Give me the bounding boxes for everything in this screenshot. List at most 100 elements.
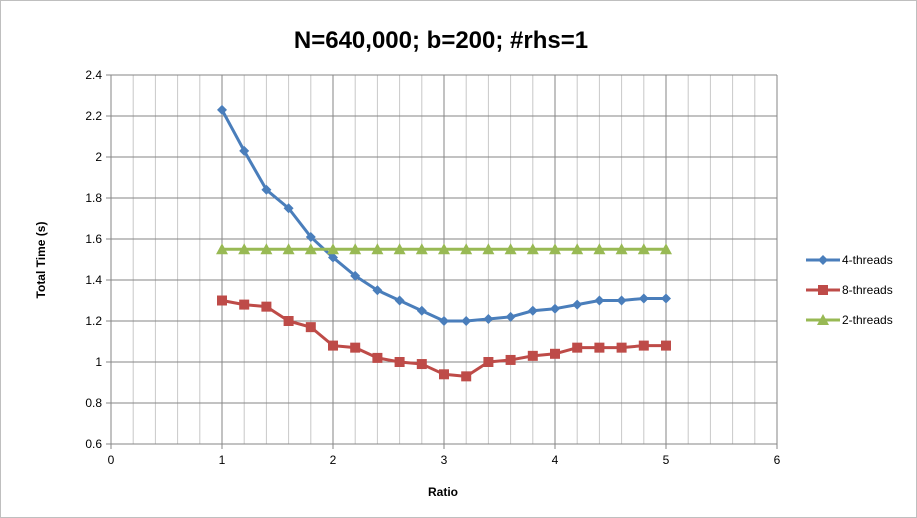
data-point [483, 313, 494, 324]
legend-item: 8-threads [806, 283, 893, 297]
data-point [304, 243, 317, 255]
data-point [239, 299, 250, 310]
data-point [616, 342, 627, 353]
legend: 4-threads 8-threads 2-threads [806, 253, 893, 327]
series-4-threads [217, 104, 671, 326]
data-point [461, 371, 472, 382]
data-point [283, 316, 294, 326]
data-point [549, 243, 561, 255]
data-point [238, 243, 251, 255]
data-point [438, 243, 450, 255]
y-tick-label: 1.6 [85, 232, 102, 246]
y-tick-labels: 0.6 0.8 1 1.2 1.4 1.6 1.8 2 2.2 2.4 [85, 68, 102, 451]
data-point [305, 322, 316, 333]
data-point [305, 231, 316, 242]
legend-label: 8-threads [842, 283, 893, 297]
legend-item: 4-threads [806, 253, 893, 267]
y-axis-title: Total Time (s) [34, 222, 48, 299]
data-point [327, 243, 339, 255]
legend-label: 2-threads [842, 313, 893, 327]
series-2-threads [216, 243, 672, 255]
y-tick-label: 1.8 [85, 191, 102, 205]
x-tick-label: 0 [108, 453, 115, 467]
data-point [572, 342, 583, 353]
data-point [217, 295, 227, 306]
data-point [661, 340, 671, 351]
data-point [217, 104, 227, 115]
data-point [328, 252, 338, 263]
data-point [350, 342, 361, 353]
data-point [372, 352, 383, 363]
y-tick-label: 1.2 [85, 314, 102, 328]
data-point [372, 285, 383, 296]
data-point [260, 243, 273, 255]
series-layer [216, 104, 672, 382]
data-point [371, 243, 384, 255]
data-point [460, 243, 473, 255]
data-point [282, 243, 295, 255]
data-point [572, 299, 583, 310]
data-point [505, 311, 516, 322]
data-point [638, 293, 649, 304]
series-8-threads [217, 295, 671, 382]
data-point [615, 243, 628, 255]
major-gridlines [110, 74, 778, 445]
data-point [394, 295, 405, 306]
data-point [350, 270, 361, 281]
x-tick-label: 1 [219, 453, 226, 467]
data-point [550, 303, 560, 314]
data-point [482, 243, 495, 255]
y-tick-label: 2 [95, 150, 102, 164]
data-point [416, 305, 427, 316]
data-point [239, 145, 250, 156]
axes [106, 74, 778, 449]
y-tick-label: 2.4 [85, 68, 102, 82]
data-point [216, 243, 228, 255]
x-tick-label: 4 [552, 453, 559, 467]
data-point [661, 293, 671, 304]
y-tick-label: 0.8 [85, 396, 102, 410]
data-point [394, 357, 405, 367]
legend-item: 2-threads [806, 313, 893, 327]
data-point [594, 342, 605, 353]
data-point [283, 203, 294, 214]
x-tick-label: 6 [774, 453, 781, 467]
minor-gridlines [132, 75, 756, 444]
data-point [349, 243, 362, 255]
y-tick-label: 0.6 [85, 437, 102, 451]
data-point [550, 348, 560, 359]
y-tick-label: 1 [95, 355, 102, 369]
data-point [483, 357, 494, 367]
data-point [261, 184, 272, 195]
data-point [616, 295, 627, 306]
y-tick-label: 2.2 [85, 109, 102, 123]
y-tick-label: 1.4 [85, 273, 102, 287]
x-tick-label: 5 [663, 453, 670, 467]
data-point [461, 316, 472, 326]
data-point [818, 255, 828, 265]
data-point [439, 369, 449, 380]
data-point [527, 305, 538, 316]
data-point [527, 350, 538, 361]
data-point [637, 243, 650, 255]
data-point [638, 340, 649, 351]
data-point [505, 354, 516, 365]
data-point [660, 243, 672, 255]
chart-title: N=640,000; b=200; #rhs=1 [294, 27, 588, 54]
x-tick-label: 2 [330, 453, 337, 467]
data-point [439, 316, 449, 326]
data-point [416, 359, 427, 370]
data-point [526, 243, 539, 255]
legend-label: 4-threads [842, 253, 893, 267]
data-point [594, 295, 605, 306]
x-axis-title: Ratio [428, 485, 458, 499]
data-point [504, 243, 517, 255]
data-point [415, 243, 428, 255]
data-point [593, 243, 606, 255]
data-point [393, 243, 406, 255]
data-point [328, 340, 338, 351]
data-point [261, 301, 272, 312]
data-point [571, 243, 584, 255]
